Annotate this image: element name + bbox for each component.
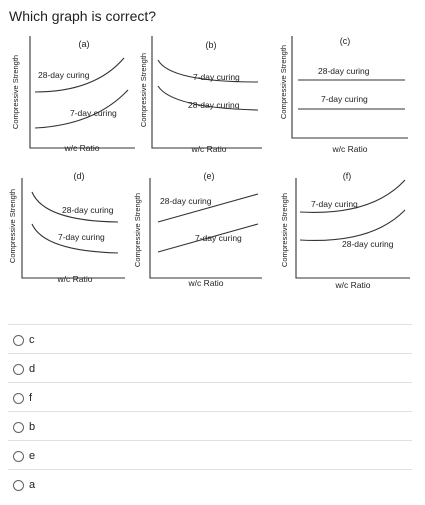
option-label: c: [29, 334, 35, 346]
option-divider: [8, 440, 412, 441]
panel-a-28day-curve: [34, 57, 125, 93]
option-label: f: [29, 392, 33, 404]
panel-d-top-curve-label: 28-day curing: [62, 205, 114, 215]
option-a[interactable]: a: [0, 473, 415, 501]
panel-f-x-axis-label: w/c Ratio: [335, 280, 371, 290]
radio-button[interactable]: [13, 335, 24, 346]
option-divider: [8, 382, 412, 383]
panel-b-28day-curve: [157, 85, 259, 111]
option-e[interactable]: e: [0, 444, 415, 472]
panel-f-top-curve-label: 7-day curing: [311, 199, 358, 209]
option-divider: [8, 324, 412, 325]
panel-b-x-axis-label: w/c Ratio: [191, 144, 227, 154]
panel-b-label: (b): [206, 40, 217, 50]
panel-c-y-axis-label: Compressive Strength: [279, 45, 288, 119]
option-f[interactable]: f: [0, 386, 415, 414]
radio-button[interactable]: [13, 364, 24, 375]
panel-a-axes: [29, 36, 135, 149]
panel-e-axes: [149, 178, 262, 279]
panel-b-axes: [151, 36, 262, 149]
panel-c-axes: [291, 36, 408, 139]
panel-a-x-axis-label: w/c Ratio: [64, 143, 100, 153]
panel-e-x-axis-label: w/c Ratio: [188, 278, 224, 288]
panel-a-y-axis-label: Compressive Strength: [11, 55, 20, 129]
panel-e-y-axis-label: Compressive Strength: [133, 193, 142, 267]
panel-b-7day-curve: [157, 59, 259, 83]
panel-f-28day-curve: [299, 209, 406, 241]
panel-d-y-axis-label: Compressive Strength: [8, 189, 17, 263]
panel-f-bottom-curve-label: 28-day curing: [342, 239, 394, 249]
panel-f-axes: [295, 178, 410, 279]
panel-d-label: (d): [74, 171, 85, 181]
panel-e-bottom-curve-label: 7-day curing: [195, 233, 242, 243]
option-label: a: [29, 479, 36, 491]
panel-c-top-curve-label: 28-day curing: [318, 66, 370, 76]
option-c[interactable]: c: [0, 328, 415, 356]
panel-b-bottom-curve-label: 28-day curing: [188, 100, 240, 110]
radio-button[interactable]: [13, 393, 24, 404]
option-d[interactable]: d: [0, 357, 415, 385]
option-label: b: [29, 421, 36, 433]
panel-d-bottom-curve-label: 7-day curing: [58, 232, 105, 242]
panel-a-top-curve-label: 28-day curing: [38, 70, 90, 80]
panel-f-y-axis-label: Compressive Strength: [280, 193, 289, 267]
panel-b-top-curve-label: 7-day curing: [193, 72, 240, 82]
panel-d-axes: [21, 178, 125, 279]
panel-c-bottom-curve-label: 7-day curing: [321, 94, 368, 104]
panel-e-label: (e): [204, 171, 215, 181]
option-divider: [8, 353, 412, 354]
panel-d-7day-curve: [31, 223, 119, 254]
panel-a-7day-curve: [34, 89, 129, 129]
option-label: e: [29, 450, 36, 462]
graphs-figure-svg: (a) (b) (c) (d) (e) (f) 28-day curing 7-…: [8, 36, 410, 290]
radio-button[interactable]: [13, 451, 24, 462]
panel-f-7day-curve: [299, 179, 406, 213]
panel-b-y-axis-label: Compressive Strength: [139, 53, 148, 127]
panel-e-28day-line: [157, 193, 259, 223]
option-divider: [8, 411, 412, 412]
panel-a-bottom-curve-label: 7-day curing: [70, 108, 117, 118]
option-b[interactable]: b: [0, 415, 415, 443]
panel-d-28day-curve: [31, 191, 119, 223]
option-divider: [8, 469, 412, 470]
question-text: Which graph is correct?: [9, 8, 157, 24]
panel-c-label: (c): [340, 36, 351, 46]
panel-e-top-curve-label: 28-day curing: [160, 196, 212, 206]
radio-button[interactable]: [13, 422, 24, 433]
radio-button[interactable]: [13, 480, 24, 491]
panel-c-x-axis-label: w/c Ratio: [332, 144, 368, 154]
option-label: d: [29, 363, 36, 375]
graphs-figure: (a) (b) (c) (d) (e) (f) 28-day curing 7-…: [0, 30, 425, 292]
panel-d-x-axis-label: w/c Ratio: [57, 274, 93, 284]
panel-f-label: (f): [343, 171, 352, 181]
panel-a-label: (a): [79, 39, 90, 49]
panel-e-7day-line: [157, 223, 259, 253]
